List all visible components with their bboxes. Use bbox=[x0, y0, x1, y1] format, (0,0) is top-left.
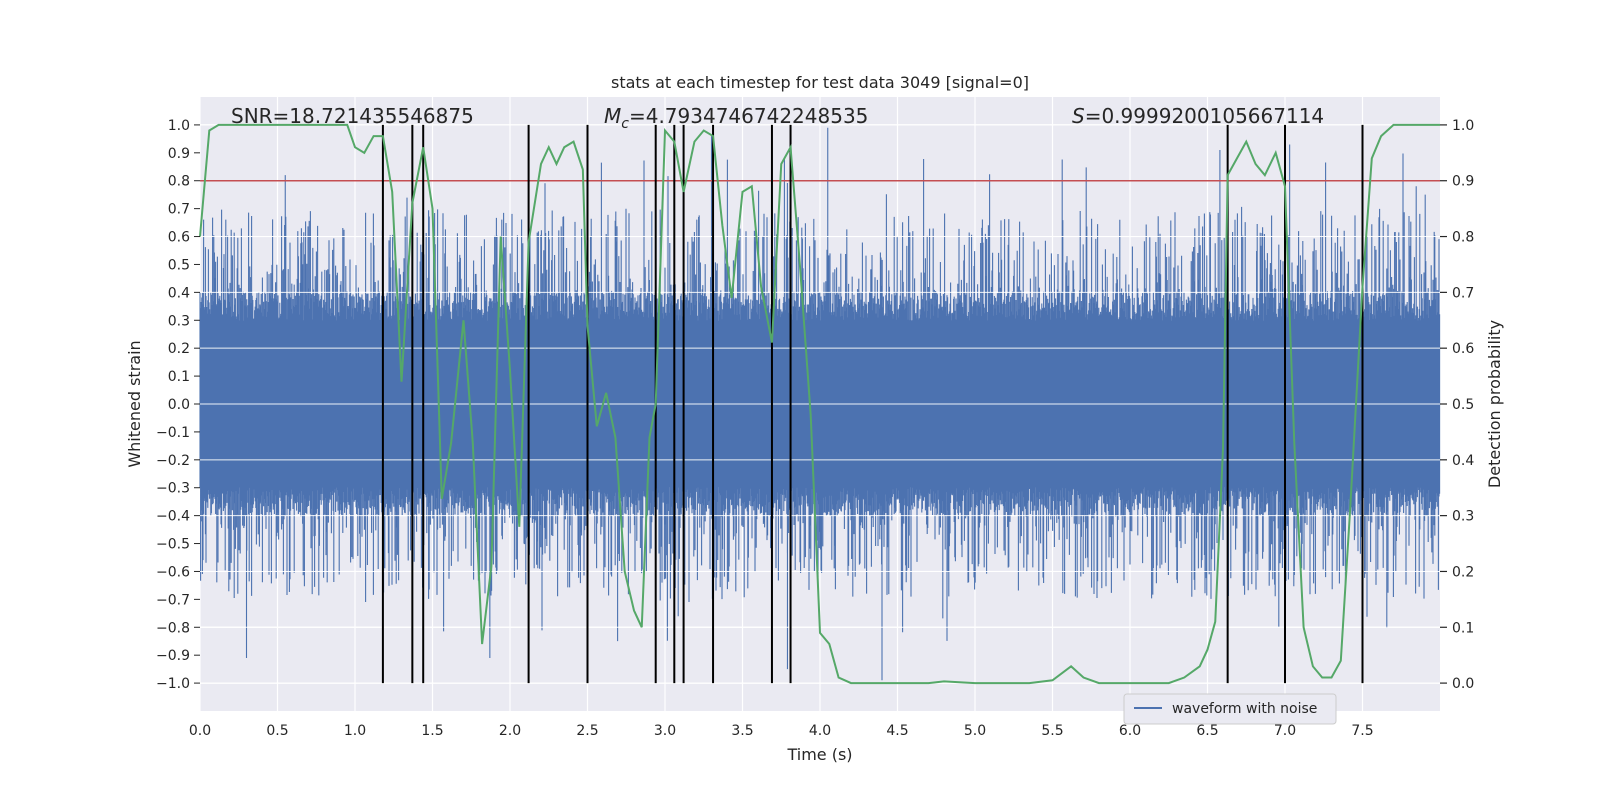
x-tick-label: 5.5 bbox=[1041, 723, 1063, 739]
x-axis-ticks: 0.0 0.5 1.0 1.5 2.0 2.5 3.0 3.5 4.0 4.5 5.0 5.5 6.0 6… bbox=[189, 723, 1374, 739]
y2-tick-label: 0.2 bbox=[1452, 564, 1474, 580]
x-tick-label: 4.5 bbox=[886, 723, 908, 739]
legend-label-waveform: waveform with noise bbox=[1172, 701, 1317, 717]
y-tick-label: −0.3 bbox=[156, 481, 190, 497]
y-tick-label: 0.8 bbox=[168, 174, 190, 190]
legend: waveform with noise bbox=[1123, 693, 1337, 725]
y2-tick-label: 0.5 bbox=[1452, 397, 1474, 413]
y-tick-label: 0.3 bbox=[168, 313, 190, 329]
y2-tick-label: 0.7 bbox=[1452, 285, 1474, 301]
x-tick-label: 4.0 bbox=[809, 723, 831, 739]
x-tick-label: 5.0 bbox=[964, 723, 986, 739]
y2-tick-label: 0.6 bbox=[1452, 341, 1474, 357]
x-tick-label: 6.0 bbox=[1119, 723, 1141, 739]
waveform-series bbox=[199, 124, 1441, 684]
y-tick-label: 0.5 bbox=[168, 257, 190, 273]
y-tick-label: −0.8 bbox=[156, 620, 190, 636]
s-symbol: S bbox=[1072, 104, 1085, 128]
legend-box bbox=[1123, 693, 1337, 725]
x-tick-label: 7.5 bbox=[1351, 723, 1373, 739]
x-axis-label: Time (s) bbox=[786, 745, 852, 764]
y-tick-label: 0.1 bbox=[168, 369, 190, 385]
y-tick-label: −1.0 bbox=[156, 676, 190, 692]
y2-tick-label: 1.0 bbox=[1452, 118, 1474, 134]
y-tick-label: 0.4 bbox=[168, 285, 190, 301]
y-tick-label: 0.0 bbox=[168, 397, 190, 413]
y-tick-label: 0.7 bbox=[168, 202, 190, 218]
y-tick-label: 0.6 bbox=[168, 230, 190, 246]
s-value: =0.9999200105667114 bbox=[1085, 104, 1324, 128]
x-tick-label: 6.5 bbox=[1196, 723, 1218, 739]
y-tick-label: −0.4 bbox=[156, 509, 190, 525]
chart-title: stats at each timestep for test data 304… bbox=[611, 73, 1029, 92]
y-tick-label: 1.0 bbox=[168, 118, 190, 134]
chirp-mass-symbol: M bbox=[604, 104, 621, 128]
detection-probability-series bbox=[199, 123, 1440, 685]
y2-axis-label: Detection probability bbox=[1485, 320, 1504, 488]
y-axis-label: Whitened strain bbox=[125, 340, 144, 467]
x-tick-label: 2.0 bbox=[499, 723, 521, 739]
x-tick-label: 7.0 bbox=[1274, 723, 1296, 739]
chirp-mass-value: =4.7934746742248535 bbox=[629, 104, 868, 128]
y-tick-label: −0.9 bbox=[156, 648, 190, 664]
x-tick-label: 2.5 bbox=[576, 723, 598, 739]
snr-annotation: SNR=18.721435546875 bbox=[231, 104, 474, 128]
x-tick-label: 1.5 bbox=[421, 723, 443, 739]
y2-tick-label: 0.9 bbox=[1452, 174, 1474, 190]
s-annotation: S=0.9999200105667114 bbox=[1072, 104, 1324, 128]
y-tick-label: −0.1 bbox=[156, 425, 190, 441]
x-tick-label: 3.0 bbox=[654, 723, 676, 739]
y2-tick-label: 0.8 bbox=[1452, 230, 1474, 246]
y2-tick-label: 0.1 bbox=[1452, 620, 1474, 636]
chirp-mass-annotation: Mc=4.7934746742248535 bbox=[604, 104, 868, 132]
y2-axis-ticks: 1.0 0.9 0.8 0.7 0.6 0.5 0.4 0.3 0.2 0.1 0.0 bbox=[1440, 118, 1474, 692]
x-tick-label: 3.5 bbox=[731, 723, 753, 739]
y-tick-label: 0.2 bbox=[168, 341, 190, 357]
y2-tick-label: 0.0 bbox=[1452, 676, 1474, 692]
y-tick-label: 0.9 bbox=[168, 146, 190, 162]
x-tick-label: 0.0 bbox=[189, 723, 211, 739]
chirp-mass-subscript: c bbox=[621, 116, 629, 132]
y-tick-label: −0.2 bbox=[156, 453, 190, 469]
y-axis-ticks: 1.0 0.9 0.8 0.7 0.6 0.5 0.4 0.3 0.2 0.1 0.0 −0.1 −0.… bbox=[156, 118, 200, 692]
x-tick-label: 1.0 bbox=[344, 723, 366, 739]
y-tick-label: −0.6 bbox=[156, 564, 190, 580]
y2-tick-label: 0.4 bbox=[1452, 453, 1474, 469]
y2-tick-label: 0.3 bbox=[1452, 509, 1474, 525]
x-tick-label: 0.5 bbox=[266, 723, 288, 739]
y-tick-label: −0.5 bbox=[156, 537, 190, 553]
y-tick-label: −0.7 bbox=[156, 592, 190, 608]
